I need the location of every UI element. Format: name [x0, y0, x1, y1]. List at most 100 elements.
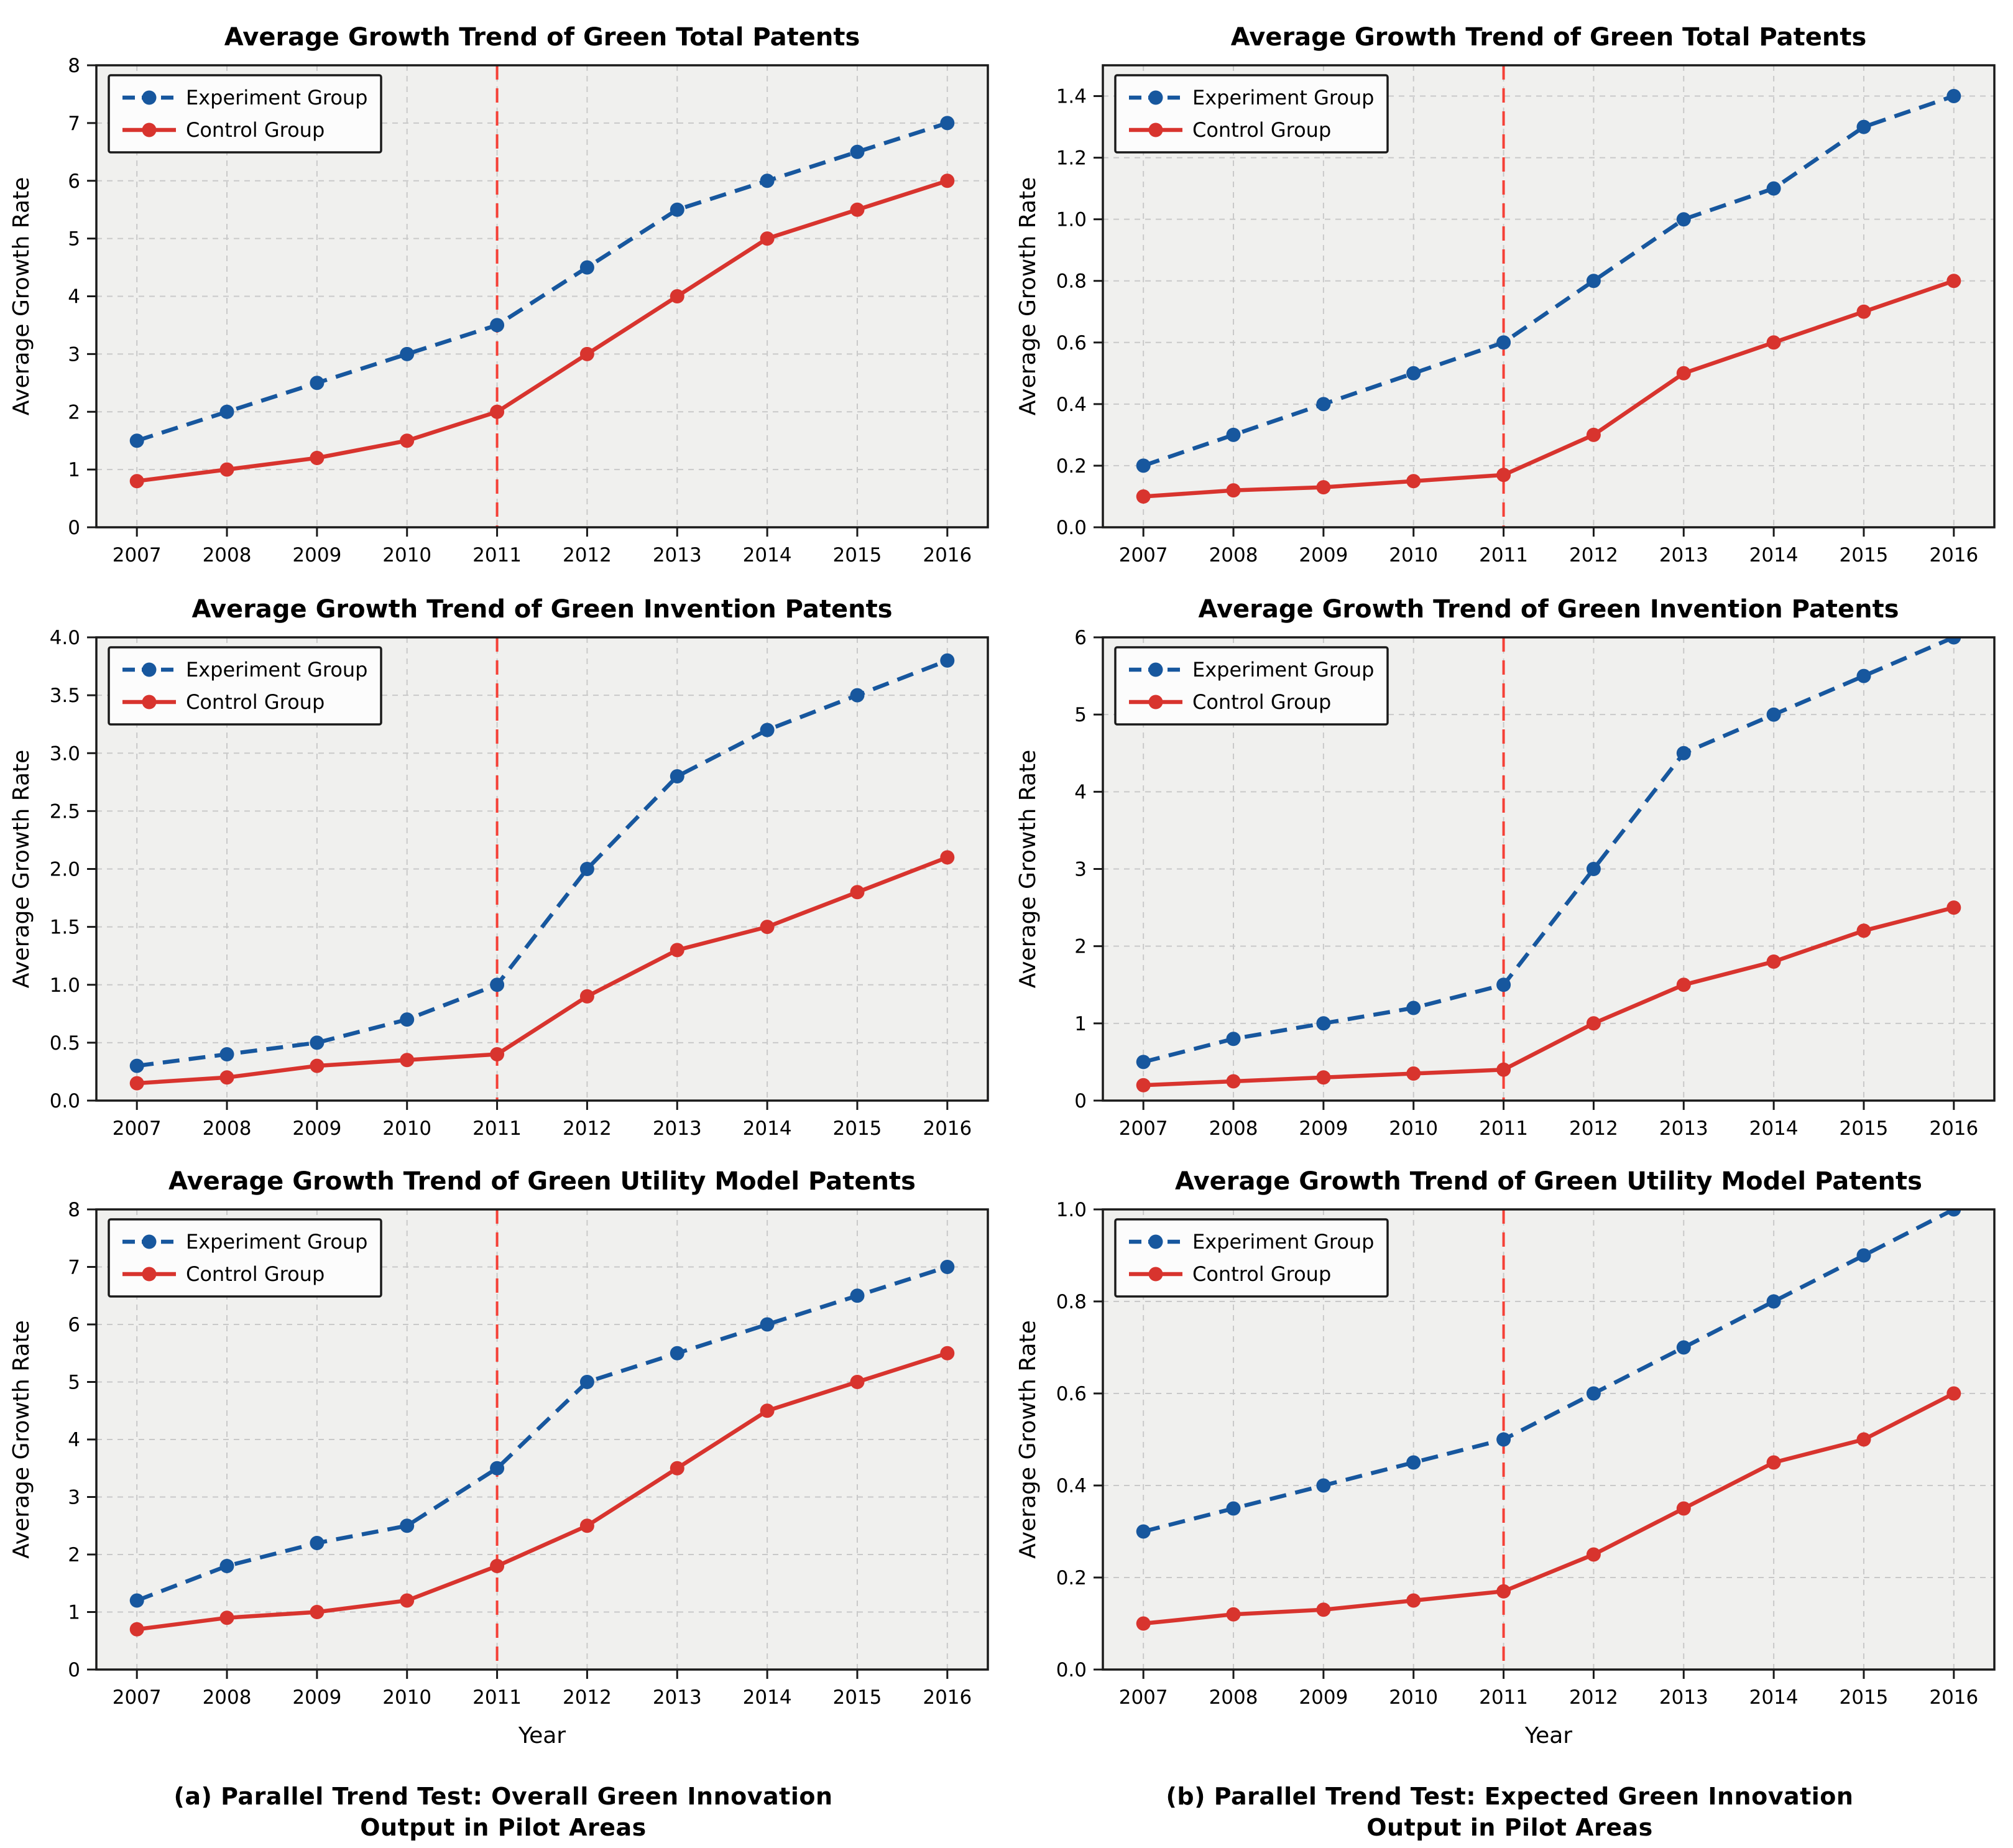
svg-text:1.5: 1.5: [50, 917, 80, 939]
chart-svg: 2007 2008 2009 2010 2011 2012 2013 2014 2015 2016…: [1015, 23, 1996, 566]
chart-title: Average Growth Trend of Green Invention …: [1198, 595, 1899, 624]
svg-text:1: 1: [68, 459, 80, 481]
legend-label: Control Group: [186, 690, 325, 714]
svg-text:1: 1: [68, 1602, 80, 1624]
x-ticks: [136, 1670, 949, 1679]
svg-text:4.0: 4.0: [50, 627, 80, 649]
svg-text:2013: 2013: [1659, 544, 1708, 566]
svg-text:3: 3: [1074, 859, 1087, 881]
x-axis-label: Year: [1524, 1723, 1572, 1749]
experiment-group-series: [1136, 89, 1961, 473]
svg-text:2007: 2007: [113, 544, 162, 566]
svg-text:2008: 2008: [203, 544, 252, 566]
svg-text:2010: 2010: [382, 1117, 431, 1140]
svg-text:2008: 2008: [1209, 1117, 1258, 1140]
chart-svg: 2007 2008 2009 2010 2011 2012 2013 2014 2015 2016…: [9, 595, 989, 1140]
svg-text:0: 0: [68, 1659, 80, 1681]
experiment-group-series: [1136, 1209, 1961, 1539]
y-axis-label: Average Growth Rate: [9, 750, 34, 989]
svg-text:6: 6: [1074, 627, 1087, 649]
x-tick-labels: 2007 2008 2009 2010 2011 2012 2013 2014 2015 2016: [113, 544, 972, 566]
svg-text:5: 5: [1074, 704, 1087, 726]
control-group-series: [1136, 1386, 1961, 1631]
svg-text:2007: 2007: [1119, 1117, 1168, 1140]
svg-text:0.8: 0.8: [1056, 270, 1087, 293]
chart-green-invention-patents-expected: 2007 2008 2009 2010 2011 2012 2013 2014 2015 2016…: [1007, 578, 2013, 1150]
svg-text:2.0: 2.0: [50, 859, 80, 881]
svg-text:2014: 2014: [1749, 1686, 1799, 1709]
svg-text:2012: 2012: [563, 1117, 612, 1140]
svg-text:1.4: 1.4: [1056, 86, 1087, 108]
svg-text:3.0: 3.0: [50, 742, 80, 765]
y-axis-label: Average Growth Rate: [1015, 177, 1041, 416]
svg-text:2014: 2014: [743, 1686, 792, 1709]
x-tick-labels: 2007 2008 2009 2010 2011 2012 2013 2014 2015 2016: [1119, 1686, 1979, 1709]
control-group-series: [1136, 274, 1961, 504]
svg-text:2016: 2016: [923, 1686, 972, 1709]
gridlines: [1103, 65, 1994, 528]
svg-text:1.0: 1.0: [1056, 1199, 1087, 1221]
y-axis-label: Average Growth Rate: [9, 1320, 34, 1559]
svg-text:2015: 2015: [833, 544, 882, 566]
y-ticks: [87, 636, 96, 1102]
svg-text:2015: 2015: [833, 1117, 882, 1140]
svg-text:2013: 2013: [653, 1117, 702, 1140]
svg-text:2011: 2011: [472, 544, 522, 566]
legend: Experiment Group Control Group: [1114, 74, 1389, 154]
svg-text:2009: 2009: [1299, 1686, 1348, 1709]
svg-text:2008: 2008: [203, 1686, 252, 1709]
svg-text:2011: 2011: [472, 1117, 522, 1140]
svg-text:8: 8: [68, 1199, 80, 1221]
chart-title: Average Growth Trend of Green Invention …: [191, 595, 892, 624]
svg-text:2014: 2014: [743, 544, 792, 566]
svg-text:4: 4: [1074, 781, 1087, 803]
svg-text:0.0: 0.0: [50, 1090, 80, 1112]
svg-text:2012: 2012: [1569, 544, 1618, 566]
svg-text:4: 4: [68, 1429, 80, 1451]
caption-b: (b) Parallel Trend Test: Expected Green …: [1166, 1783, 1854, 1842]
svg-text:5: 5: [68, 228, 80, 251]
svg-text:0.0: 0.0: [1056, 517, 1087, 539]
svg-text:6: 6: [68, 1314, 80, 1336]
control-group-series: [1136, 900, 1961, 1093]
svg-text:0.6: 0.6: [1056, 1383, 1087, 1405]
chart-title: Average Growth Trend of Green Total Pate…: [224, 23, 860, 52]
legend-label: Experiment Group: [1192, 1230, 1374, 1254]
svg-text:0.2: 0.2: [1056, 1567, 1087, 1589]
control-group-series: [129, 173, 955, 489]
x-ticks: [1142, 1101, 1955, 1110]
legend: Experiment Group Control Group: [108, 646, 382, 726]
svg-text:2015: 2015: [1840, 1686, 1889, 1709]
svg-text:2008: 2008: [1209, 544, 1258, 566]
svg-text:0.5: 0.5: [50, 1032, 80, 1055]
experiment-group-series: [1136, 637, 1961, 1070]
x-ticks: [1142, 527, 1955, 537]
legend: Experiment Group Control Group: [108, 1218, 382, 1298]
svg-text:0.2: 0.2: [1056, 455, 1087, 478]
svg-text:2010: 2010: [382, 1686, 431, 1709]
svg-text:2010: 2010: [1389, 1686, 1438, 1709]
svg-text:0.0: 0.0: [1056, 1659, 1087, 1681]
legend-label: Experiment Group: [186, 1230, 367, 1254]
svg-text:2016: 2016: [923, 1117, 972, 1140]
svg-text:2009: 2009: [292, 1686, 341, 1709]
svg-text:2008: 2008: [1209, 1686, 1258, 1709]
svg-text:2: 2: [68, 401, 80, 423]
x-ticks: [136, 527, 949, 537]
svg-text:2012: 2012: [1569, 1686, 1618, 1709]
svg-text:6: 6: [68, 170, 80, 193]
svg-text:2014: 2014: [1749, 1117, 1799, 1140]
chart-title: Average Growth Trend of Green Utility Mo…: [168, 1167, 916, 1196]
chart-title: Average Growth Trend of Green Utility Mo…: [1175, 1167, 1922, 1196]
caption-row: (a) Parallel Trend Test: Overall Green I…: [0, 1766, 2013, 1848]
legend: Experiment Group Control Group: [108, 74, 382, 154]
svg-text:2: 2: [1074, 936, 1087, 958]
x-tick-labels: 2007 2008 2009 2010 2011 2012 2013 2014 2015 2016: [1119, 1117, 1979, 1140]
svg-text:0.8: 0.8: [1056, 1291, 1087, 1313]
svg-text:2.5: 2.5: [50, 800, 80, 823]
svg-text:1: 1: [1074, 1013, 1087, 1035]
svg-text:7: 7: [68, 1257, 80, 1279]
x-axis-label: Year: [518, 1723, 566, 1749]
y-tick-labels: 0 1 2 3 4 5 6: [1074, 627, 1087, 1112]
svg-text:2013: 2013: [1659, 1686, 1708, 1709]
